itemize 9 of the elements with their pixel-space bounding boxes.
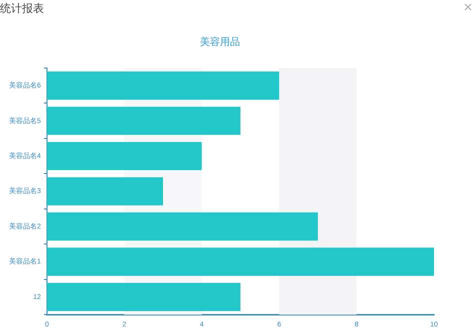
bar <box>46 177 164 206</box>
bar <box>46 142 202 170</box>
bar <box>46 212 318 241</box>
chart-title: 美容用品 <box>200 36 240 48</box>
bar <box>46 106 240 135</box>
bar <box>46 282 240 312</box>
bar <box>46 248 434 276</box>
text: 统计报表 <box>0 1 44 16</box>
bar <box>46 72 280 100</box>
